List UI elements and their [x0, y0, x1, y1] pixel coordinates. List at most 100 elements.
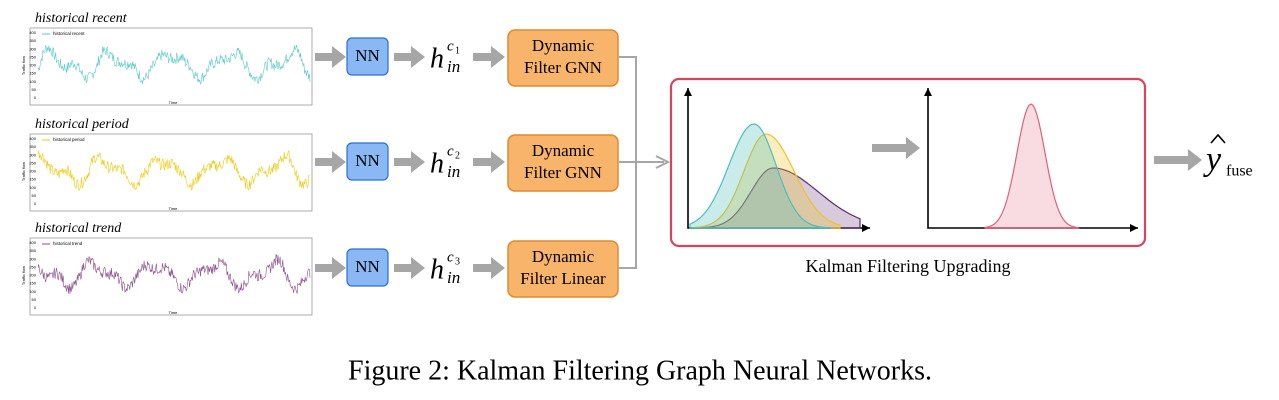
y-tick-label: 0: [34, 305, 37, 310]
panel-title: historical trend: [35, 221, 122, 236]
filter-label: Dynamic: [532, 141, 595, 160]
hidden-sup: c: [447, 38, 454, 54]
kalman-label: Kalman Filtering Upgrading: [806, 256, 1011, 276]
filter-label: Dynamic: [532, 247, 595, 266]
arrow-head: [411, 46, 425, 68]
arrow-body: [315, 264, 334, 272]
arrow-head: [1188, 149, 1202, 171]
y-tick-label: 300: [29, 46, 36, 51]
arrow-head: [332, 257, 346, 279]
hidden-sub: in: [447, 57, 460, 76]
arrow-body: [315, 158, 334, 166]
hidden-sub: in: [447, 162, 460, 181]
legend-label: historical period: [53, 137, 85, 142]
distribution: [984, 103, 1081, 229]
nn-label: NN: [355, 257, 380, 276]
arrow-body: [473, 264, 493, 272]
panel-title: historical recent: [35, 11, 128, 26]
y-tick-label: 300: [29, 152, 36, 157]
arrow-head: [411, 257, 425, 279]
hidden-sup-index: 3: [455, 256, 460, 267]
axis-head: [684, 88, 692, 96]
filter-box: [507, 134, 619, 192]
legend-label: historical trend: [53, 241, 83, 246]
traffic-line: [37, 150, 311, 191]
hidden-base: h: [430, 148, 444, 179]
arrow-head: [491, 151, 505, 173]
axis-head: [862, 224, 870, 232]
output-sub: fuse: [1226, 163, 1253, 180]
hidden-base: h: [430, 254, 444, 285]
y-axis-label: Traffic flow: [21, 162, 26, 181]
panel-frame: [29, 133, 313, 212]
arrow-head: [906, 137, 920, 159]
axis-head: [1130, 224, 1138, 232]
y-tick-label: 250: [29, 54, 36, 59]
arrow-body: [872, 144, 908, 152]
filter-label: Filter GNN: [524, 58, 602, 77]
arrow-body: [1154, 156, 1190, 164]
traffic-line: [37, 253, 311, 294]
y-tick-label: 100: [29, 79, 36, 84]
y-tick-label: 350: [29, 38, 36, 43]
y-tick-label: 400: [29, 30, 36, 35]
arrow-body: [315, 53, 334, 61]
y-tick-label: 400: [29, 240, 36, 245]
y-tick-label: 300: [29, 256, 36, 261]
merge-lines: [619, 56, 664, 269]
y-tick-label: 0: [34, 201, 37, 206]
y-tick-label: 150: [29, 177, 36, 182]
y-axis-label: Traffic flow: [21, 56, 26, 75]
y-tick-label: 350: [29, 248, 36, 253]
traffic-line: [37, 44, 311, 85]
nn-box: [346, 37, 389, 76]
y-tick-label: 150: [29, 281, 36, 286]
arrow-body: [394, 158, 413, 166]
arrow-head: [491, 46, 505, 68]
x-axis-label: Time: [169, 100, 179, 105]
y-axis-label: Traffic flow: [21, 266, 26, 285]
filter-label: Filter Linear: [520, 269, 606, 288]
y-tick-label: 400: [29, 136, 36, 141]
arrow-head: [411, 151, 425, 173]
hidden-sub: in: [447, 268, 460, 287]
distribution: [689, 123, 831, 229]
legend-label: historical recent: [53, 31, 85, 36]
hidden-sup: c: [447, 143, 454, 159]
hidden-sup-index: 2: [455, 150, 460, 161]
panel-frame: [29, 237, 313, 316]
y-tick-label: 250: [29, 160, 36, 165]
y-tick-label: 250: [29, 264, 36, 269]
filter-box: [507, 29, 619, 87]
y-tick-label: 200: [29, 169, 36, 174]
hidden-base: h: [430, 43, 444, 74]
x-axis-label: Time: [169, 310, 179, 315]
arrow-head: [332, 151, 346, 173]
nn-box: [346, 142, 389, 181]
panel-frame: [29, 27, 313, 106]
y-tick-label: 100: [29, 185, 36, 190]
arrow-body: [394, 53, 413, 61]
axis-head: [924, 88, 932, 96]
arrow-body: [473, 53, 493, 61]
arrow-body: [473, 158, 493, 166]
arrow-head: [491, 257, 505, 279]
nn-box: [346, 248, 389, 287]
y-tick-label: 50: [32, 297, 37, 302]
panel-title: historical period: [35, 117, 130, 132]
y-tick-label: 50: [32, 193, 37, 198]
distribution: [689, 133, 841, 229]
y-tick-label: 200: [29, 273, 36, 278]
nn-label: NN: [355, 46, 380, 65]
filter-label: Filter GNN: [524, 163, 602, 182]
x-axis-label: Time: [169, 206, 179, 211]
arrow-body: [394, 264, 413, 272]
output-base: y: [1203, 141, 1222, 178]
y-tick-label: 0: [34, 95, 37, 100]
filter-box: [507, 240, 619, 298]
y-tick-label: 50: [32, 87, 37, 92]
filter-label: Dynamic: [532, 36, 595, 55]
output-hat: [1210, 133, 1226, 144]
kalman-box: [669, 77, 1147, 248]
